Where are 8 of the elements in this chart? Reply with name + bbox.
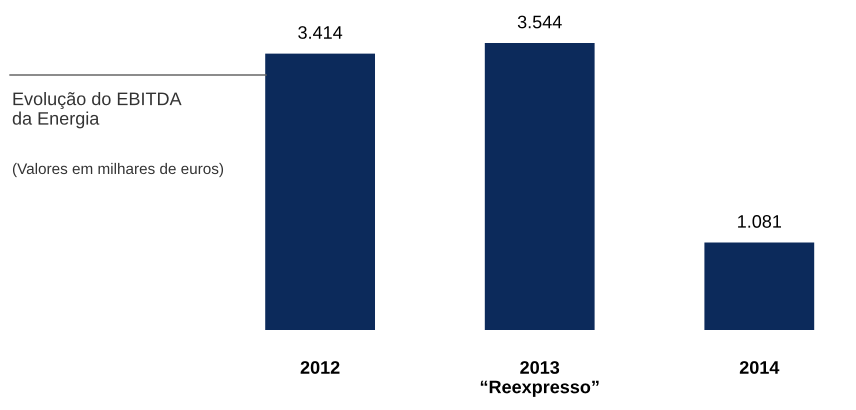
- data-label: 3.544: [518, 16, 562, 28]
- text: Evolução do EBITDA da Energia: [12, 92, 182, 128]
- text: (Valores em milhares de euros): [12, 162, 224, 178]
- x-tick-label: 2013 “Reexpresso”: [480, 361, 599, 397]
- data-label: 3.414: [298, 26, 342, 39]
- x-tick-label: 2014: [740, 361, 780, 374]
- data-label: 1.081: [738, 215, 782, 228]
- x-tick-label: 2012: [300, 361, 340, 374]
